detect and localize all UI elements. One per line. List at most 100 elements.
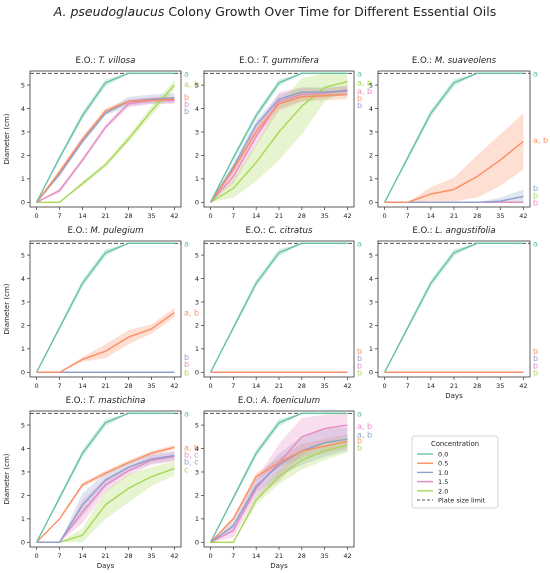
y-tick-label: 4 bbox=[21, 105, 25, 113]
x-tick-label: 14 bbox=[252, 212, 260, 220]
legend-label: 0.5 bbox=[438, 460, 448, 468]
series-line-0.5 bbox=[36, 98, 175, 203]
panel-title: E.O.: M. pulegium bbox=[67, 226, 143, 236]
y-tick-label: 0 bbox=[369, 369, 373, 377]
x-tick-label: 42 bbox=[170, 382, 178, 390]
panel-frame bbox=[377, 240, 531, 378]
x-tick-label: 7 bbox=[406, 382, 410, 390]
y-tick-label: 0 bbox=[195, 369, 199, 377]
x-axis-label: Days bbox=[270, 562, 288, 570]
y-tick-label: 5 bbox=[21, 251, 25, 259]
figure-title-italic: A. pseudoglaucus bbox=[53, 4, 165, 19]
significance-label: a, b bbox=[357, 422, 372, 431]
x-tick-label: 35 bbox=[496, 212, 504, 220]
significance-label: b, c bbox=[184, 457, 199, 466]
significance-label: b bbox=[184, 100, 189, 109]
band-2.0 bbox=[36, 461, 175, 543]
significance-label: a bbox=[357, 69, 362, 78]
band-1.0 bbox=[36, 450, 175, 543]
x-tick-label: 0 bbox=[34, 552, 38, 560]
x-tick-label: 14 bbox=[252, 382, 260, 390]
x-tick-label: 35 bbox=[147, 212, 155, 220]
y-tick-label: 5 bbox=[21, 81, 25, 89]
x-tick-label: 14 bbox=[427, 382, 435, 390]
significance-label: b bbox=[184, 368, 189, 377]
legend-label: Plate size limit bbox=[438, 497, 486, 505]
x-tick-label: 28 bbox=[298, 552, 306, 560]
x-tick-label: 28 bbox=[298, 382, 306, 390]
panel-title: E.O.: L. angustifolia bbox=[412, 226, 495, 236]
significance-label: a bbox=[184, 239, 189, 248]
x-axis-label: Days bbox=[97, 562, 115, 570]
legend: Concentration 0.00.51.01.52.0 Plate size l… bbox=[411, 435, 499, 509]
y-tick-label: 0 bbox=[21, 369, 25, 377]
y-axis-label: Diameter (cm) bbox=[3, 453, 11, 504]
legend-label: 2.0 bbox=[438, 487, 448, 495]
significance-label: a bbox=[357, 239, 362, 248]
y-tick-label: 1 bbox=[195, 175, 199, 183]
x-tick-label: 21 bbox=[101, 382, 109, 390]
x-tick-label: 0 bbox=[34, 212, 38, 220]
x-tick-label: 7 bbox=[57, 382, 61, 390]
x-tick-label: 7 bbox=[231, 382, 235, 390]
significance-label: b bbox=[357, 436, 362, 445]
series-line-0.5 bbox=[384, 140, 524, 204]
panel-frame bbox=[203, 240, 355, 378]
significance-label: a, b bbox=[184, 309, 199, 318]
x-tick-label: 14 bbox=[78, 212, 86, 220]
significance-label: b bbox=[533, 198, 538, 207]
significance-label: b bbox=[184, 107, 189, 116]
significance-label: a, b bbox=[184, 443, 199, 452]
series-line-0.5 bbox=[210, 440, 348, 543]
panel-title-name: M. pulegium bbox=[90, 226, 143, 236]
series-line-2.0 bbox=[210, 444, 348, 544]
significance-label: a, b bbox=[184, 80, 199, 89]
band-2.0 bbox=[210, 73, 348, 203]
significance-label: a bbox=[533, 69, 538, 78]
y-tick-label: 4 bbox=[195, 105, 199, 113]
series-line-0.0 bbox=[35, 412, 175, 543]
panel-title-name: C. citratus bbox=[268, 226, 313, 236]
significance-label: a bbox=[184, 409, 189, 418]
y-tick-label: 5 bbox=[195, 251, 199, 259]
panel-title-prefix: E.O.: bbox=[239, 56, 262, 66]
y-tick-label: 0 bbox=[21, 539, 25, 547]
x-tick-label: 42 bbox=[170, 212, 178, 220]
panel-title: E.O.: T. gummifera bbox=[239, 56, 319, 66]
x-tick-label: 0 bbox=[208, 552, 212, 560]
y-tick-label: 2 bbox=[195, 322, 199, 330]
panel-title-prefix: E.O.: bbox=[238, 396, 261, 406]
series-line-0.0 bbox=[35, 242, 175, 373]
significance-label: c bbox=[184, 466, 188, 475]
y-tick-label: 0 bbox=[195, 539, 199, 547]
y-tick-label: 3 bbox=[21, 128, 25, 136]
x-tick-label: 14 bbox=[78, 552, 86, 560]
y-tick-label: 1 bbox=[21, 515, 25, 523]
x-tick-label: 42 bbox=[343, 552, 351, 560]
x-tick-label: 28 bbox=[124, 212, 132, 220]
x-tick-label: 7 bbox=[406, 212, 410, 220]
y-tick-label: 2 bbox=[369, 152, 373, 160]
significance-label: b bbox=[357, 368, 362, 377]
y-tick-label: 1 bbox=[21, 175, 25, 183]
y-tick-label: 4 bbox=[369, 275, 373, 283]
significance-label: b bbox=[533, 354, 538, 363]
panel-title-prefix: E.O.: bbox=[412, 226, 435, 236]
significance-label: b bbox=[357, 94, 362, 103]
panel-title-name: T. gummifera bbox=[262, 56, 319, 66]
x-tick-label: 42 bbox=[519, 212, 527, 220]
x-tick-label: 14 bbox=[252, 552, 260, 560]
panel-title: E.O.: M. suaveolens bbox=[412, 56, 497, 66]
y-tick-label: 5 bbox=[21, 421, 25, 429]
figure-title: A. pseudoglaucus Colony Growth Over Time… bbox=[53, 4, 496, 19]
x-tick-label: 0 bbox=[383, 382, 387, 390]
panel-2: E.O.: M. suaveolens 0 7 14 21 28 35 42 0 1 2 3 4 5 a a,… bbox=[369, 56, 548, 220]
y-tick-label: 2 bbox=[369, 322, 373, 330]
y-tick-label: 1 bbox=[195, 515, 199, 523]
x-tick-label: 28 bbox=[473, 382, 481, 390]
panel-frame bbox=[29, 70, 182, 208]
band-0.0 bbox=[384, 243, 524, 373]
significance-label: a, b bbox=[533, 136, 548, 145]
